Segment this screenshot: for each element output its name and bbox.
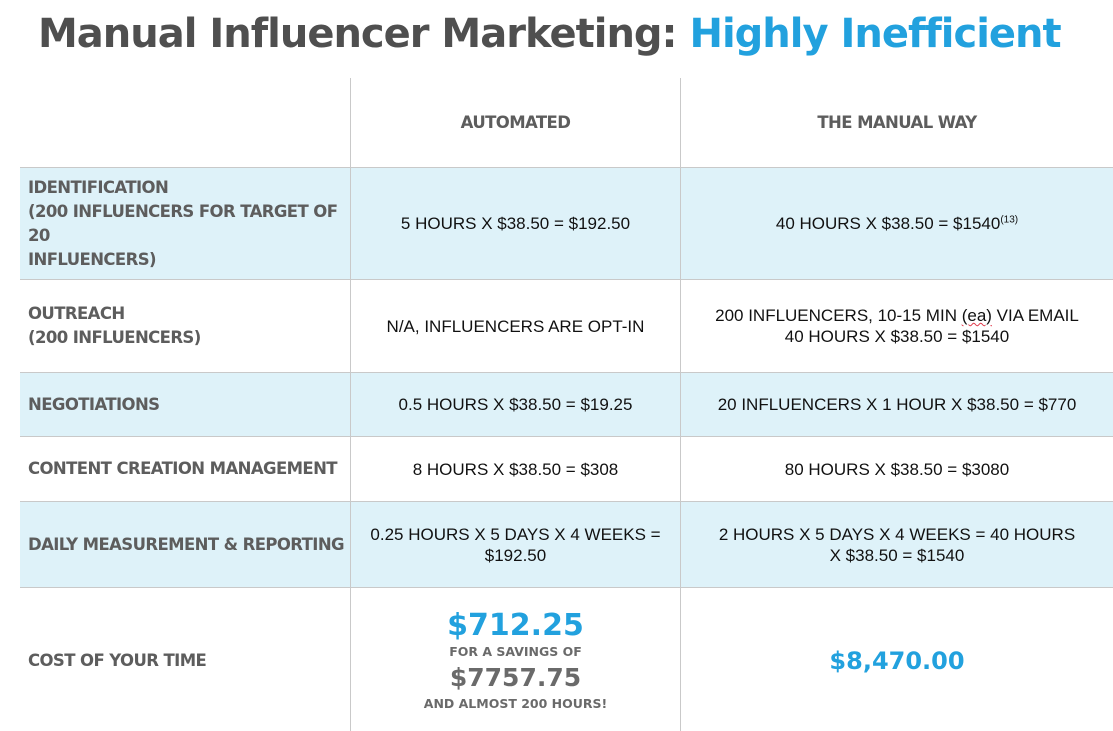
header-empty-cell bbox=[20, 78, 350, 167]
table-row-negotiations: NEGOTIATIONS 0.5 HOURS X $38.50 = $19.25… bbox=[20, 373, 1113, 437]
footnote-ref: (13) bbox=[1000, 214, 1019, 226]
savings-label: FOR A SAVINGS OF bbox=[449, 644, 582, 659]
title-prefix: Manual Influencer Marketing: bbox=[38, 11, 678, 57]
automated-total: $712.25 bbox=[447, 608, 584, 643]
manual-value-text: 40 HOURS X $38.50 = $1540 bbox=[775, 214, 1001, 233]
header-row: AUTOMATED THE MANUAL WAY bbox=[20, 78, 1113, 168]
automated-value: 8 HOURS X $38.50 = $308 bbox=[412, 459, 619, 479]
automated-value-cell: 8 HOURS X $38.50 = $308 bbox=[350, 437, 681, 501]
table-row-daily-measurement: DAILY MEASUREMENT & REPORTING 0.25 HOURS… bbox=[20, 502, 1113, 588]
manual-value-cell: 40 HOURS X $38.50 = $1540(13) bbox=[681, 168, 1113, 279]
automated-value-cell: 5 HOURS X $38.50 = $192.50 bbox=[350, 168, 681, 279]
automated-value-cell: 0.25 HOURS X 5 DAYS X 4 WEEKS = $192.50 bbox=[350, 502, 681, 587]
manual-total: $8,470.00 bbox=[829, 647, 965, 675]
automated-value-line: 0.25 HOURS X 5 DAYS X 4 WEEKS = bbox=[370, 524, 661, 544]
header-manual: THE MANUAL WAY bbox=[817, 113, 977, 132]
title-accent: Highly Inefficient bbox=[689, 11, 1061, 57]
manual-value-line: 40 HOURS X $38.50 = $1540 bbox=[784, 327, 1010, 346]
manual-value: 20 INFLUENCERS X 1 HOUR X $38.50 = $770 bbox=[717, 395, 1077, 414]
manual-text: VIA EMAIL bbox=[991, 306, 1079, 325]
row-label: COST OF YOUR TIME bbox=[28, 651, 207, 670]
manual-value-cell: 200 INFLUENCERS, 10-15 MIN (ea) VIA EMAI… bbox=[681, 280, 1113, 372]
manual-value: 2 HOURS X 5 DAYS X 4 WEEKS = 40 HOURS X … bbox=[719, 524, 1075, 566]
savings-amount: $7757.75 bbox=[449, 663, 582, 692]
row-label-cell: NEGOTIATIONS bbox=[20, 373, 350, 436]
header-automated: AUTOMATED bbox=[460, 113, 571, 132]
automated-total-block: $712.25 FOR A SAVINGS OF $7757.75 AND AL… bbox=[424, 609, 607, 713]
automated-value: N/A, INFLUENCERS ARE OPT-IN bbox=[386, 316, 645, 336]
manual-value-line: 200 INFLUENCERS, 10-15 MIN (ea) VIA EMAI… bbox=[715, 305, 1079, 326]
row-label-line: (200 INFLUENCERS FOR TARGET OF 20 bbox=[28, 201, 338, 245]
header-automated-cell: AUTOMATED bbox=[350, 78, 681, 167]
header-manual-cell: THE MANUAL WAY bbox=[681, 78, 1113, 167]
automated-value-cell: 0.5 HOURS X $38.50 = $19.25 bbox=[350, 373, 681, 436]
row-label: CONTENT CREATION MANAGEMENT bbox=[28, 459, 338, 478]
table-row-identification: IDENTIFICATION (200 INFLUENCERS FOR TARG… bbox=[20, 168, 1113, 280]
page-title: Manual Influencer Marketing: Highly Inef… bbox=[38, 4, 1062, 64]
spellcheck-word: (ea) bbox=[961, 306, 992, 325]
row-label-line: (200 INFLUENCERS) bbox=[28, 328, 201, 347]
manual-value-line: X $38.50 = $1540 bbox=[829, 545, 965, 565]
automated-value: 0.5 HOURS X $38.50 = $19.25 bbox=[398, 395, 633, 414]
row-label-line: INFLUENCERS) bbox=[28, 249, 157, 269]
row-label-cell: CONTENT CREATION MANAGEMENT bbox=[20, 437, 350, 501]
row-label-line: IDENTIFICATION bbox=[28, 177, 169, 197]
table-row-cost: COST OF YOUR TIME $712.25 FOR A SAVINGS … bbox=[20, 588, 1113, 731]
row-label-line: OUTREACH bbox=[28, 304, 125, 323]
manual-value-cell: 20 INFLUENCERS X 1 HOUR X $38.50 = $770 bbox=[681, 373, 1113, 436]
row-label: OUTREACH (200 INFLUENCERS) bbox=[28, 302, 201, 350]
row-label: IDENTIFICATION (200 INFLUENCERS FOR TARG… bbox=[28, 176, 350, 272]
automated-value-cell: N/A, INFLUENCERS ARE OPT-IN bbox=[350, 280, 681, 372]
automated-value: 5 HOURS X $38.50 = $192.50 bbox=[400, 214, 631, 233]
row-label-cell: COST OF YOUR TIME bbox=[20, 588, 350, 731]
table-row-content-creation: CONTENT CREATION MANAGEMENT 8 HOURS X $3… bbox=[20, 437, 1113, 502]
manual-value: 80 HOURS X $38.50 = $3080 bbox=[784, 459, 1010, 479]
manual-value-line: 2 HOURS X 5 DAYS X 4 WEEKS = 40 HOURS bbox=[718, 524, 1076, 544]
automated-value-line: $192.50 bbox=[484, 545, 547, 565]
row-label-cell: IDENTIFICATION (200 INFLUENCERS FOR TARG… bbox=[20, 168, 350, 279]
manual-value: 40 HOURS X $38.50 = $1540(13) bbox=[776, 213, 1018, 234]
comparison-table: AUTOMATED THE MANUAL WAY IDENTIFICATION … bbox=[20, 78, 1113, 731]
manual-text: 200 INFLUENCERS, 10-15 MIN bbox=[715, 306, 962, 325]
manual-value: 200 INFLUENCERS, 10-15 MIN (ea) VIA EMAI… bbox=[715, 305, 1079, 347]
automated-total-cell: $712.25 FOR A SAVINGS OF $7757.75 AND AL… bbox=[350, 588, 681, 731]
row-label: NEGOTIATIONS bbox=[28, 394, 160, 414]
automated-value: 0.25 HOURS X 5 DAYS X 4 WEEKS = $192.50 bbox=[370, 524, 660, 566]
manual-total-cell: $8,470.00 bbox=[681, 588, 1113, 731]
row-label-cell: OUTREACH (200 INFLUENCERS) bbox=[20, 280, 350, 372]
hours-note: AND ALMOST 200 HOURS! bbox=[423, 696, 608, 711]
table-row-outreach: OUTREACH (200 INFLUENCERS) N/A, INFLUENC… bbox=[20, 280, 1113, 373]
row-label: DAILY MEASUREMENT & REPORTING bbox=[28, 534, 345, 554]
manual-value-cell: 80 HOURS X $38.50 = $3080 bbox=[681, 437, 1113, 501]
row-label-cell: DAILY MEASUREMENT & REPORTING bbox=[20, 502, 350, 587]
manual-value-cell: 2 HOURS X 5 DAYS X 4 WEEKS = 40 HOURS X … bbox=[681, 502, 1113, 587]
